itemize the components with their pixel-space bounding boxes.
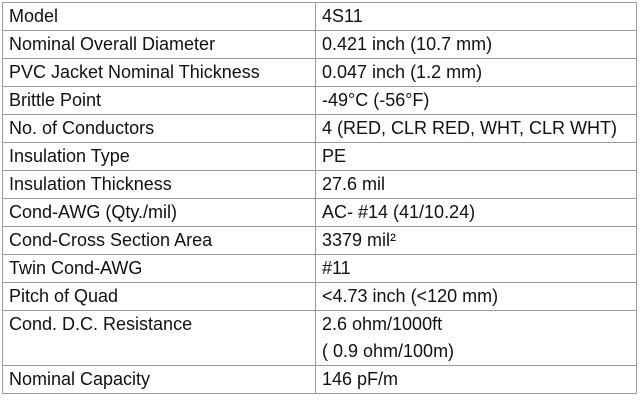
- table-row: Cond-Cross Section Area 3379 mil²: [2, 226, 637, 255]
- table-row: Twin Cond-AWG #11: [2, 254, 637, 283]
- spec-label: Cond-Cross Section Area: [2, 226, 316, 255]
- spec-value: 4S11: [315, 2, 637, 31]
- spec-label: Brittle Point: [2, 86, 316, 115]
- table-row: Cond-AWG (Qty./mil) AC- #14 (41/10.24): [2, 198, 637, 227]
- spec-label: Cond. D.C. Resistance: [2, 310, 316, 366]
- spec-value-line: 4S11: [322, 6, 363, 26]
- spec-value-line: 3379 mil²: [322, 230, 397, 250]
- spec-value-line: AC- #14 (41/10.24): [322, 202, 476, 222]
- spec-value: PE: [315, 142, 637, 171]
- spec-label: Nominal Capacity: [2, 365, 316, 394]
- spec-value-line: ( 0.9 ohm/100m): [322, 341, 455, 361]
- spec-label: Nominal Overall Diameter: [2, 30, 316, 59]
- table-row: Cond. D.C. Resistance 2.6 ohm/1000ft ( 0.9…: [2, 310, 637, 366]
- spec-label: Cond-AWG (Qty./mil): [2, 198, 316, 227]
- spec-value-line: 0.047 inch (1.2 mm): [322, 62, 483, 82]
- spec-label: Model: [2, 2, 316, 31]
- spec-table-body: Model 4S11 Nominal Overall Diameter 0.421 i…: [2, 2, 637, 394]
- spec-value: AC- #14 (41/10.24): [315, 198, 637, 227]
- table-row: No. of Conductors 4 (RED, CLR RED, WHT, C…: [2, 114, 637, 143]
- spec-value: 4 (RED, CLR RED, WHT, CLR WHT): [315, 114, 637, 143]
- spec-value-line: -49°C (-56°F): [322, 90, 430, 110]
- spec-value-line: 2.6 ohm/1000ft: [322, 314, 443, 334]
- spec-value: <4.73 inch (<120 mm): [315, 282, 637, 311]
- spec-value-line: 146 pF/m: [322, 369, 399, 389]
- table-row: Nominal Capacity 146 pF/m: [2, 365, 637, 394]
- spec-label: Insulation Thickness: [2, 170, 316, 199]
- spec-label: Pitch of Quad: [2, 282, 316, 311]
- table-row: Brittle Point -49°C (-56°F): [2, 86, 637, 115]
- spec-label: Insulation Type: [2, 142, 316, 171]
- spec-label: No. of Conductors: [2, 114, 316, 143]
- table-row: Pitch of Quad <4.73 inch (<120 mm): [2, 282, 637, 311]
- spec-table: Model 4S11 Nominal Overall Diameter 0.421 i…: [2, 2, 637, 394]
- spec-value-line: PE: [322, 146, 347, 166]
- spec-value-line: #11: [322, 258, 351, 278]
- table-row: Model 4S11: [2, 2, 637, 31]
- spec-value: 27.6 mil: [315, 170, 637, 199]
- spec-value-line: 0.421 inch (10.7 mm): [322, 34, 493, 54]
- spec-value: 0.421 inch (10.7 mm): [315, 30, 637, 59]
- table-row: Nominal Overall Diameter 0.421 inch (10.7…: [2, 30, 637, 59]
- spec-value-line: 27.6 mil: [322, 174, 386, 194]
- spec-value: 146 pF/m: [315, 365, 637, 394]
- spec-value: 0.047 inch (1.2 mm): [315, 58, 637, 87]
- spec-value: 3379 mil²: [315, 226, 637, 255]
- table-row: Insulation Thickness 27.6 mil: [2, 170, 637, 199]
- spec-value: 2.6 ohm/1000ft ( 0.9 ohm/100m): [315, 310, 637, 366]
- table-row: PVC Jacket Nominal Thickness 0.047 inch (…: [2, 58, 637, 87]
- spec-value: -49°C (-56°F): [315, 86, 637, 115]
- table-row: Insulation Type PE: [2, 142, 637, 171]
- spec-label: Twin Cond-AWG: [2, 254, 316, 283]
- spec-value-line: <4.73 inch (<120 mm): [322, 286, 499, 306]
- spec-value: #11: [315, 254, 637, 283]
- spec-label: PVC Jacket Nominal Thickness: [2, 58, 316, 87]
- spec-value-line: 4 (RED, CLR RED, WHT, CLR WHT): [322, 118, 618, 138]
